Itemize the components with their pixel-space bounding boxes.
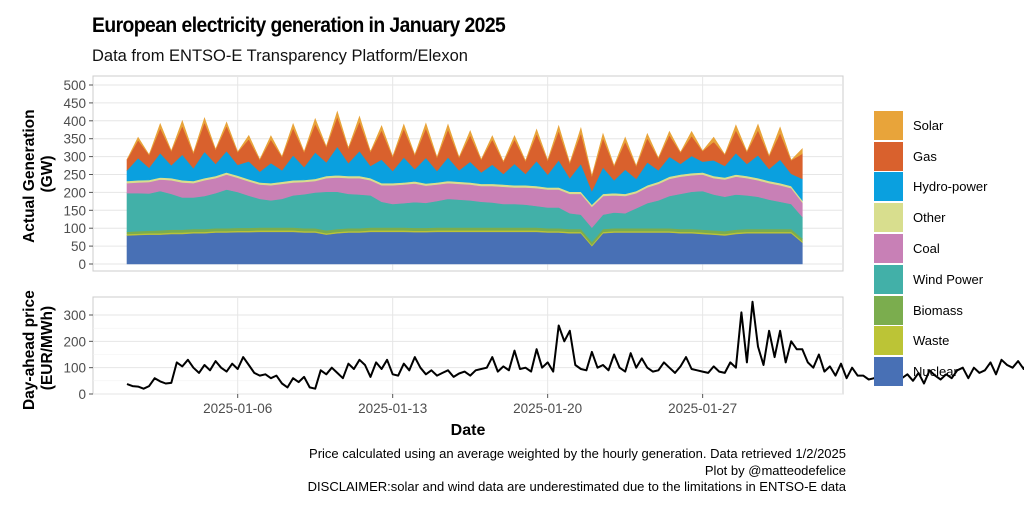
legend-item-gas: Gas [874,141,987,172]
legend-swatch [874,203,903,233]
legend-swatch [874,357,903,387]
chart-subtitle: Data from ENTSO-E Transparency Platform/… [92,47,468,65]
caption-line-1: Price calculated using an average weight… [309,446,846,461]
generation-y-tick-label: 0 [78,257,86,272]
legend: Solar Gas Hydro-power Other Coal Wind Power Bi… [874,110,987,387]
generation-y-label-line2: (GW) [39,155,56,192]
date-x-ticks: 2025-01-06 2025-01-13 2025-01-20 2025-01-27 [203,394,737,416]
generation-y-tick-label: 200 [63,185,86,200]
generation-y-tick-label: 400 [63,114,86,129]
generation-y-tick-label: 250 [63,168,86,183]
generation-y-label-line1: Actual Generation [21,109,38,243]
generation-y-tick-label: 100 [63,221,86,236]
legend-label: Coal [913,241,940,257]
price-y-tick-label: 300 [63,308,86,323]
price-gridlines [93,297,843,395]
generation-y-tick-label: 150 [63,203,86,218]
price-y-label-line2: (EUR/MWh) [39,306,56,390]
legend-label: Waste [913,333,950,349]
legend-swatch [874,326,903,356]
legend-label: Hydro-power [913,179,988,195]
chart-title: European electricity generation in Janua… [92,14,506,37]
price-y-ticks: 0 100 200 300 [63,308,93,402]
legend-item-hydro-power: Hydro-power [874,172,987,203]
price-panel: 0 100 200 300 2025-01-06 2025-01-13 2025-01-2… [21,286,1024,439]
generation-y-tick-label: 350 [63,132,86,147]
price-y-tick-label: 200 [63,334,86,349]
legend-item-solar: Solar [874,110,987,141]
legend-label: Nuclear [913,364,958,380]
generation-areas [126,110,803,265]
legend-swatch [874,141,903,171]
caption: Price calculated using an average weight… [308,446,846,496]
legend-item-waste: Waste [874,326,987,357]
legend-label: Biomass [913,302,963,318]
legend-swatch [874,295,903,325]
generation-y-ticks: 0 50 100 150 200 250 300 350 400 450 500 [63,78,93,272]
x-axis-label: Date [451,422,486,439]
legend-item-other: Other [874,202,987,233]
area-nuclear [126,231,803,265]
legend-label: Solar [913,117,944,133]
generation-panel: 0 50 100 150 200 250 300 350 400 450 500 Actual Ge… [21,75,844,272]
caption-line-3: DISCLAIMER:solar and wind data are under… [307,479,846,494]
price-y-tick-label: 0 [78,387,86,402]
generation-y-tick-label: 50 [71,239,86,254]
legend-item-coal: Coal [874,233,987,264]
legend-swatch [874,264,903,294]
price-y-tick-label: 100 [63,361,86,376]
area-solar [126,110,803,178]
x-tick-label: 2025-01-27 [668,401,737,416]
legend-swatch [874,110,903,140]
x-tick-label: 2025-01-13 [358,401,427,416]
legend-item-biomass: Biomass [874,295,987,326]
generation-y-tick-label: 450 [63,96,86,111]
generation-y-axis-label: Actual Generation (GW) [21,105,56,243]
generation-y-tick-label: 500 [63,78,86,93]
x-tick-label: 2025-01-20 [513,401,582,416]
price-panel-border [92,296,844,395]
legend-item-nuclear: Nuclear [874,356,987,387]
legend-label: Other [913,210,946,226]
legend-label: Wind Power [913,271,984,287]
legend-label: Gas [913,148,937,164]
legend-swatch [874,234,903,264]
generation-y-tick-label: 300 [63,150,86,165]
x-tick-label: 2025-01-06 [203,401,272,416]
price-y-label-line1: Day-ahead price [21,290,38,410]
price-y-axis-label: Day-ahead price (EUR/MWh) [21,286,56,410]
caption-line-2: Plot by @matteodefelice [704,462,846,478]
legend-swatch [874,172,903,202]
legend-item-wind-power: Wind Power [874,264,987,295]
